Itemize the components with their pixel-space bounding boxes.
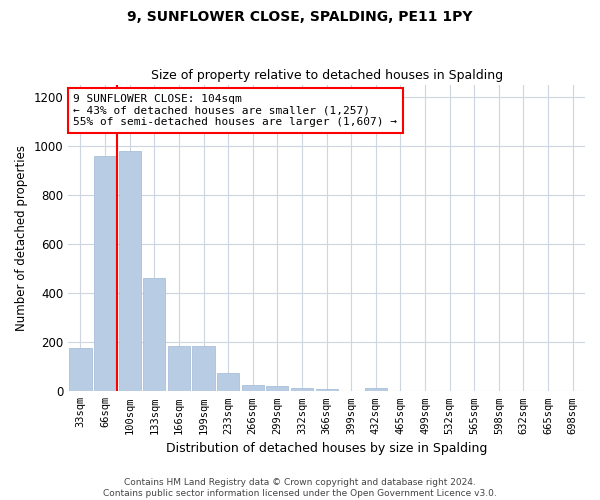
Text: Contains HM Land Registry data © Crown copyright and database right 2024.
Contai: Contains HM Land Registry data © Crown c… bbox=[103, 478, 497, 498]
Bar bbox=[266, 386, 289, 392]
Bar bbox=[242, 385, 264, 392]
Text: 9 SUNFLOWER CLOSE: 104sqm
← 43% of detached houses are smaller (1,257)
55% of se: 9 SUNFLOWER CLOSE: 104sqm ← 43% of detac… bbox=[73, 94, 397, 127]
Bar bbox=[193, 346, 215, 392]
Title: Size of property relative to detached houses in Spalding: Size of property relative to detached ho… bbox=[151, 69, 503, 82]
Bar bbox=[217, 373, 239, 392]
Bar bbox=[119, 151, 141, 392]
Bar bbox=[94, 156, 116, 392]
Bar bbox=[316, 389, 338, 392]
X-axis label: Distribution of detached houses by size in Spalding: Distribution of detached houses by size … bbox=[166, 442, 487, 455]
Bar bbox=[70, 348, 92, 392]
Y-axis label: Number of detached properties: Number of detached properties bbox=[15, 145, 28, 331]
Bar bbox=[365, 388, 387, 392]
Text: 9, SUNFLOWER CLOSE, SPALDING, PE11 1PY: 9, SUNFLOWER CLOSE, SPALDING, PE11 1PY bbox=[127, 10, 473, 24]
Bar bbox=[168, 346, 190, 392]
Bar bbox=[143, 278, 166, 392]
Bar bbox=[291, 388, 313, 392]
